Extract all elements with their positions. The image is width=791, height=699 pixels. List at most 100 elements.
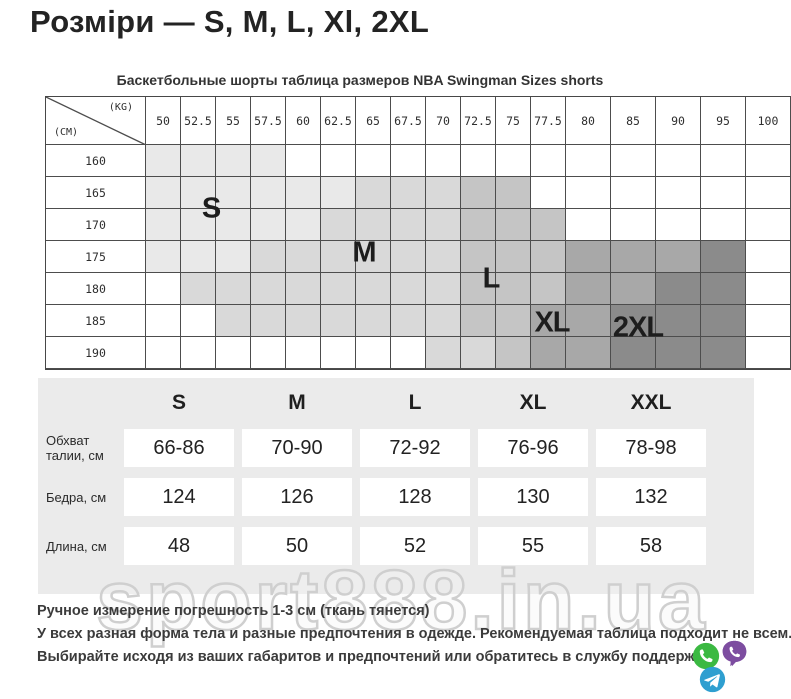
weight-header-cell: 60 <box>286 97 321 145</box>
grid-cell <box>656 305 701 337</box>
weight-header-cell: 62.5 <box>321 97 356 145</box>
grid-cell <box>426 145 461 177</box>
grid-cell <box>496 305 531 337</box>
measurement-cell-wrap: 48 <box>120 527 238 565</box>
grid-cell <box>321 209 356 241</box>
measurement-row: Бедра, см 124 126 128 130 132 <box>38 478 754 516</box>
weight-header-cell: 77.5 <box>531 97 566 145</box>
measurement-cell-wrap: 126 <box>238 478 356 516</box>
grid-cell <box>181 337 216 369</box>
measurement-cell-wrap: 130 <box>474 478 592 516</box>
grid-cell <box>251 241 286 273</box>
height-label-cell: 190 <box>46 337 146 369</box>
measurement-cell-wrap: 55 <box>474 527 592 565</box>
weight-header-cell: 95 <box>701 97 746 145</box>
grid-cell <box>746 241 791 273</box>
grid-cell <box>391 145 426 177</box>
measurement-cell-wrap: 72-92 <box>356 429 474 467</box>
grid-cell <box>146 177 181 209</box>
grid-cell <box>426 305 461 337</box>
grid-cell <box>251 273 286 305</box>
height-label-cell: 170 <box>46 209 146 241</box>
grid-cell <box>496 337 531 369</box>
grid-cell <box>356 241 391 273</box>
grid-cell <box>496 241 531 273</box>
measurement-cell-wrap: 52 <box>356 527 474 565</box>
height-label-cell: 160 <box>46 145 146 177</box>
grid-cell <box>321 337 356 369</box>
viber-icon[interactable] <box>721 640 748 668</box>
grid-cell <box>426 209 461 241</box>
grid-cell <box>656 273 701 305</box>
grid-cell <box>531 145 566 177</box>
measurement-value: 132 <box>596 478 706 516</box>
grid-cell <box>611 209 656 241</box>
grid-cell <box>746 145 791 177</box>
measurement-value: 52 <box>360 527 470 565</box>
measurement-value: 55 <box>478 527 588 565</box>
grid-cell <box>656 177 701 209</box>
grid-cell <box>146 337 181 369</box>
grid-cell <box>146 145 181 177</box>
measurement-value: 124 <box>124 478 234 516</box>
size-column-header: M <box>288 391 306 414</box>
grid-cell <box>286 305 321 337</box>
grid-cell <box>391 177 426 209</box>
grid-cell <box>286 273 321 305</box>
grid-cell <box>566 305 611 337</box>
grid-cell <box>611 305 656 337</box>
telegram-icon[interactable] <box>699 666 726 693</box>
size-grid-table: (KG) (CM) 50 52.5 55 57.5 60 62.5 65 67.5 70 72.5… <box>45 96 791 370</box>
measurement-cell-wrap: 132 <box>592 478 710 516</box>
grid-cell <box>216 305 251 337</box>
weight-header-cell: 90 <box>656 97 701 145</box>
measurement-label: Бедра, см <box>46 489 107 505</box>
grid-cell <box>181 209 216 241</box>
grid-cell <box>216 337 251 369</box>
corner-kg-label: (KG) <box>108 102 133 113</box>
weight-header-cell: 65 <box>356 97 391 145</box>
grid-cell <box>356 337 391 369</box>
grid-cell <box>251 177 286 209</box>
grid-cell <box>611 337 656 369</box>
grid-cell <box>656 145 701 177</box>
grid-cell <box>426 177 461 209</box>
grid-cell <box>321 145 356 177</box>
grid-cell <box>461 305 496 337</box>
grid-cell <box>461 337 496 369</box>
grid-cell <box>251 305 286 337</box>
grid-cell <box>216 209 251 241</box>
measurement-row: Длина, см 48 50 52 55 58 <box>38 527 754 565</box>
measurement-value: 66-86 <box>124 429 234 467</box>
grid-cell <box>146 209 181 241</box>
grid-cell <box>611 241 656 273</box>
grid-cell <box>746 273 791 305</box>
whatsapp-icon[interactable] <box>692 642 720 670</box>
grid-cell <box>746 209 791 241</box>
grid-cell <box>461 209 496 241</box>
weight-header-cell: 52.5 <box>181 97 216 145</box>
footer-line: Ручное измерение погрешность 1-3 см (тка… <box>37 603 430 619</box>
corner-cm-label: (CM) <box>54 127 79 138</box>
grid-cell <box>426 273 461 305</box>
grid-cell <box>656 241 701 273</box>
grid-cell <box>146 305 181 337</box>
measurements-header: S M L XL XXL <box>38 384 754 422</box>
measurement-cell-wrap: 78-98 <box>592 429 710 467</box>
measurement-value: 76-96 <box>478 429 588 467</box>
grid-cell <box>701 241 746 273</box>
measurement-cell-wrap: 50 <box>238 527 356 565</box>
grid-cell <box>701 273 746 305</box>
grid-cell <box>496 145 531 177</box>
measurement-cell-wrap: 124 <box>120 478 238 516</box>
grid-cell <box>461 145 496 177</box>
grid-cell <box>251 209 286 241</box>
weight-header-cell: 80 <box>566 97 611 145</box>
measurement-cell-wrap: 128 <box>356 478 474 516</box>
grid-cell <box>746 177 791 209</box>
weight-header-cell: 70 <box>426 97 461 145</box>
grid-cell <box>181 145 216 177</box>
grid-cell <box>531 305 566 337</box>
weight-header-cell: 57.5 <box>251 97 286 145</box>
grid-cell <box>181 273 216 305</box>
